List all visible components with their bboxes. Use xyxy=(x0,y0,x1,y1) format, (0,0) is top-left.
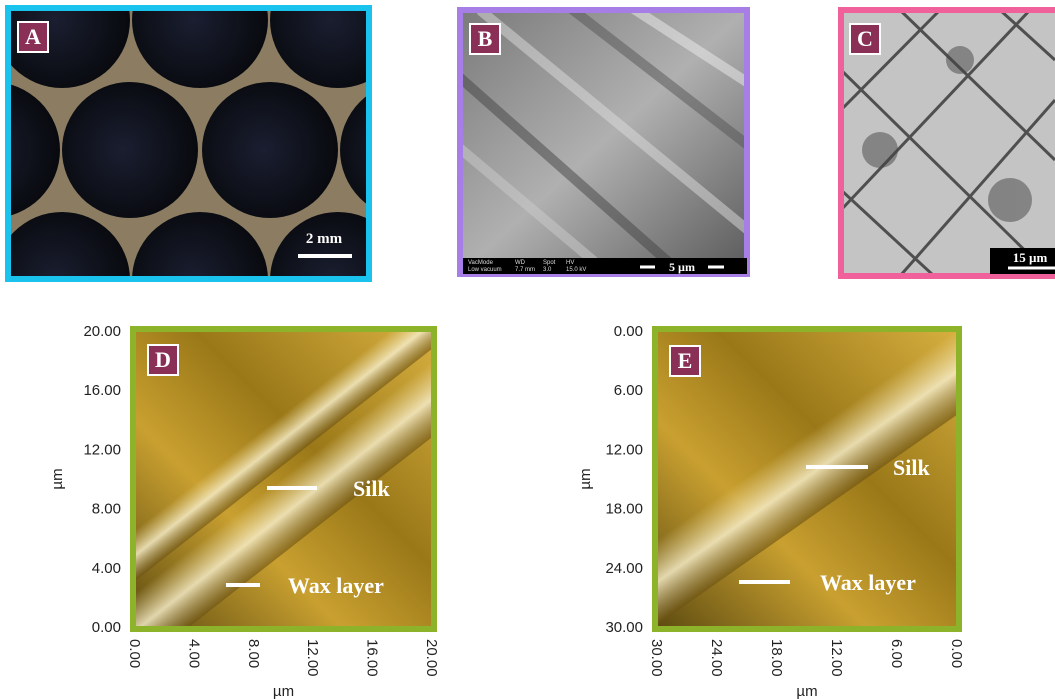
annotation: Wax layer xyxy=(288,573,384,598)
scale-box xyxy=(990,248,1055,274)
y-tick-label: 6.00 xyxy=(614,382,643,399)
panel-label: A xyxy=(25,24,41,49)
info-text: Spot xyxy=(543,260,556,266)
annotation: Wax layer xyxy=(820,570,916,595)
label-box xyxy=(469,23,501,55)
y-tick-label: 4.00 xyxy=(92,560,121,577)
x-tick-label: 12.00 xyxy=(828,639,845,677)
x-tick-label: 30.00 xyxy=(648,639,665,677)
x-tick-label: 0.00 xyxy=(948,639,965,668)
x-tick-label: 4.00 xyxy=(185,639,202,668)
x-axis-label: µm xyxy=(273,683,294,699)
image-a xyxy=(8,8,369,279)
label-box xyxy=(147,344,179,376)
label-box xyxy=(669,345,701,377)
image-b xyxy=(460,10,747,274)
x-tick-label: 20.00 xyxy=(423,639,440,677)
info-text: 7.7 mm xyxy=(515,267,535,273)
panel-label: D xyxy=(155,347,171,372)
info-text: 3.0 xyxy=(543,267,552,273)
frame xyxy=(5,5,372,282)
info-text: VacMode xyxy=(468,260,494,266)
y-tick-label: 8.00 xyxy=(92,501,121,518)
image-e xyxy=(655,329,959,629)
y-tick-label: 12.00 xyxy=(83,441,121,458)
scale-label: 5 µm xyxy=(669,260,695,274)
label-box xyxy=(17,21,49,53)
y-tick-label: 18.00 xyxy=(605,501,643,518)
frame xyxy=(838,7,1055,279)
frame xyxy=(130,326,437,632)
label-box xyxy=(849,23,881,55)
panel-label: C xyxy=(857,26,873,51)
y-tick-label: 12.00 xyxy=(605,441,643,458)
y-tick-label: 0.00 xyxy=(614,323,643,340)
image-d xyxy=(133,329,434,629)
info-text: Low vacuum xyxy=(468,267,502,273)
x-tick-label: 6.00 xyxy=(888,639,905,668)
x-tick-label: 16.00 xyxy=(364,639,381,677)
y-tick-label: 16.00 xyxy=(83,382,121,399)
x-tick-label: 0.00 xyxy=(126,639,143,668)
scale-label: 2 mm xyxy=(306,231,343,247)
y-axis-label: µm xyxy=(49,468,66,489)
annotation: Silk xyxy=(893,455,930,480)
frame xyxy=(652,326,962,632)
y-axis-label: µm xyxy=(577,468,594,489)
info-text: 15.0 kV xyxy=(566,267,586,273)
x-tick-label: 18.00 xyxy=(768,639,785,677)
x-axis-label: µm xyxy=(796,683,817,699)
info-text: WD xyxy=(515,260,526,266)
annotation: Silk xyxy=(353,476,390,501)
panel-label: E xyxy=(678,348,693,373)
info-bar xyxy=(463,258,747,274)
y-tick-label: 20.00 xyxy=(83,323,121,340)
x-tick-label: 12.00 xyxy=(304,639,321,677)
x-tick-label: 24.00 xyxy=(708,639,725,677)
y-tick-label: 24.00 xyxy=(605,560,643,577)
panel-label: B xyxy=(478,26,493,51)
y-tick-label: 30.00 xyxy=(605,619,643,636)
y-tick-label: 0.00 xyxy=(92,619,121,636)
info-text: HV xyxy=(566,260,574,266)
x-tick-label: 8.00 xyxy=(245,639,262,668)
scale-label: 15 µm xyxy=(1013,250,1048,265)
